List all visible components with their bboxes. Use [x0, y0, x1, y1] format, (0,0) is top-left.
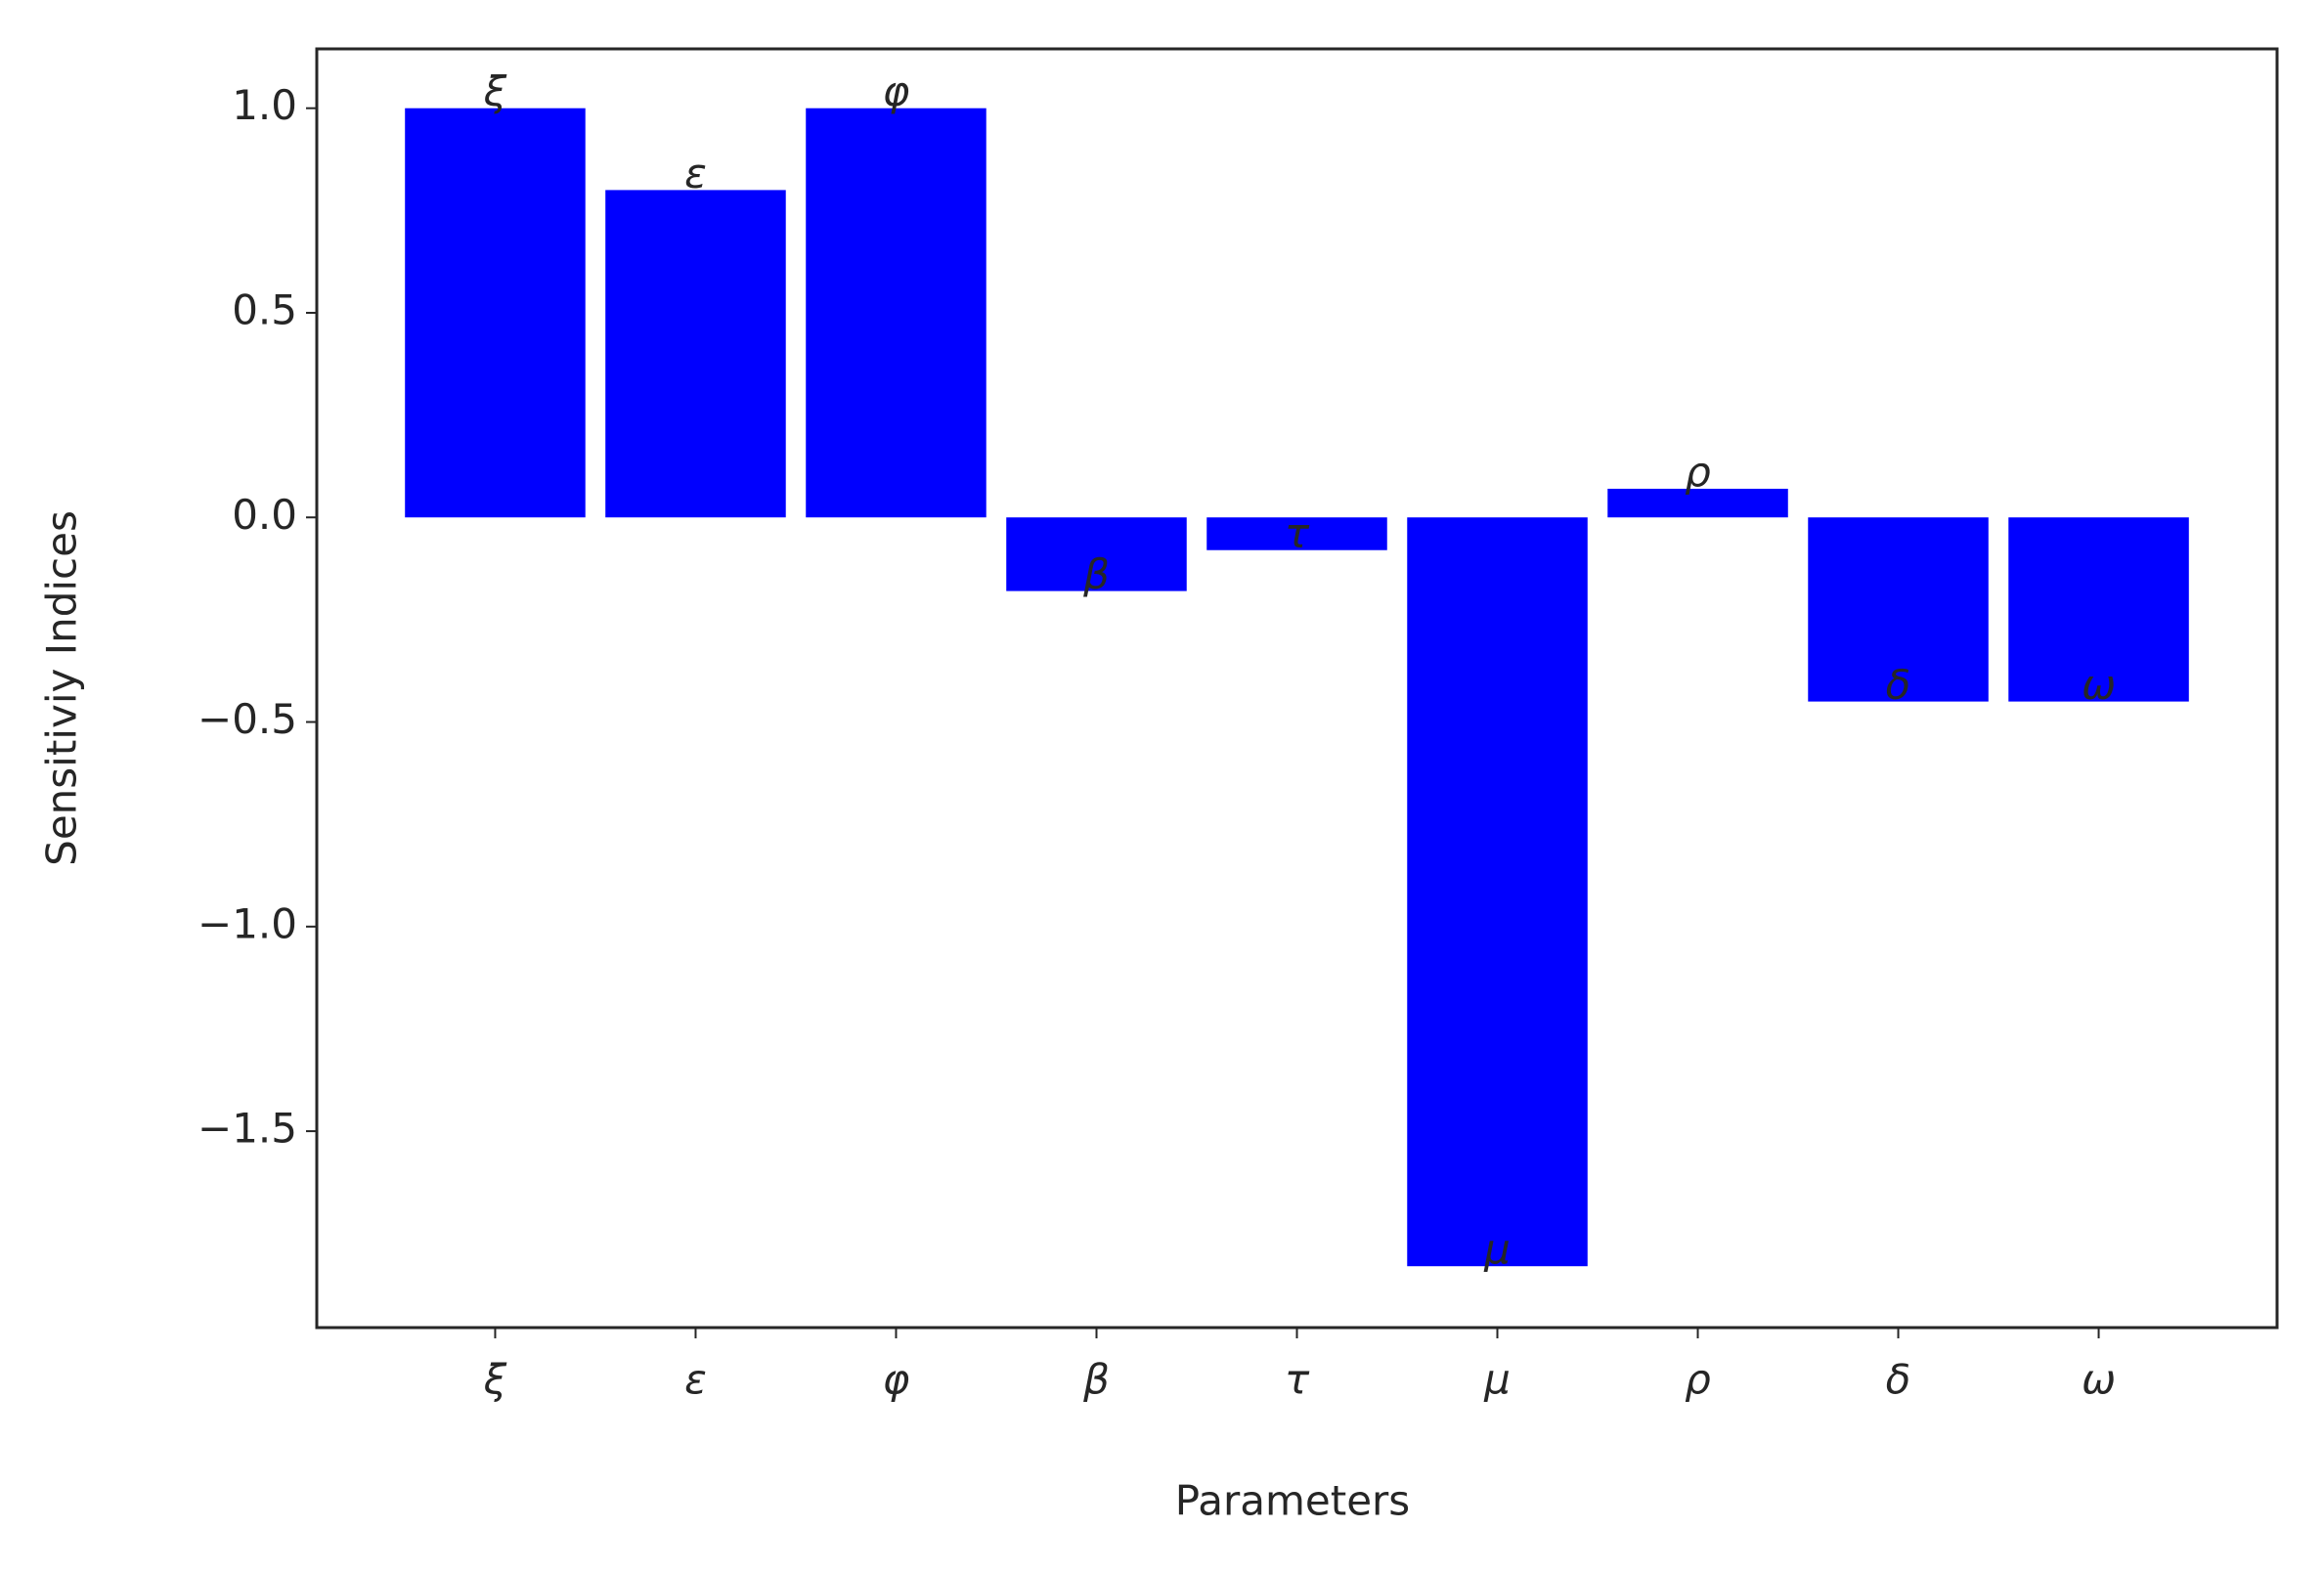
bar-annotation: ξ [483, 67, 507, 115]
x-tick-label: μ [1483, 1356, 1511, 1404]
x-tick-label: τ [1285, 1356, 1310, 1404]
x-tick-label: ω [2082, 1356, 2116, 1404]
bar [1808, 517, 1989, 702]
bar [1407, 517, 1588, 1267]
bar [1607, 488, 1788, 518]
bar-annotation: ω [2082, 661, 2116, 709]
bar-annotation: φ [883, 67, 910, 115]
y-tick-label: 0.5 [232, 285, 297, 333]
y-tick-label: 0.0 [232, 491, 297, 539]
bar [806, 108, 987, 518]
bar-annotation: β [1082, 550, 1110, 598]
x-tick-label: δ [1886, 1356, 1911, 1404]
y-tick-label: −0.5 [197, 695, 297, 743]
x-tick-label: ρ [1685, 1356, 1711, 1404]
bar [1006, 517, 1187, 591]
y-axis-label: Sensitiviy Indices [38, 510, 86, 866]
bar-annotation: ε [684, 150, 707, 197]
x-tick-label: φ [883, 1356, 910, 1404]
x-tick-label: β [1082, 1356, 1110, 1404]
plot-frame [315, 47, 2279, 1330]
bar-annotation: ρ [1685, 448, 1711, 496]
bar [405, 108, 586, 518]
bar [2008, 517, 2189, 702]
x-axis-label: Parameters [1175, 1477, 1410, 1525]
y-tick-label: 1.0 [232, 81, 297, 129]
bar-annotation: δ [1886, 661, 1911, 709]
bar [605, 190, 786, 518]
x-tick-label: ξ [483, 1356, 507, 1404]
bar-annotation: τ [1285, 509, 1310, 557]
bar [1206, 517, 1387, 550]
x-tick-label: ε [684, 1356, 707, 1404]
y-tick-label: −1.0 [197, 899, 297, 947]
bar-annotation: μ [1483, 1226, 1511, 1274]
y-tick-label: −1.5 [197, 1105, 297, 1153]
